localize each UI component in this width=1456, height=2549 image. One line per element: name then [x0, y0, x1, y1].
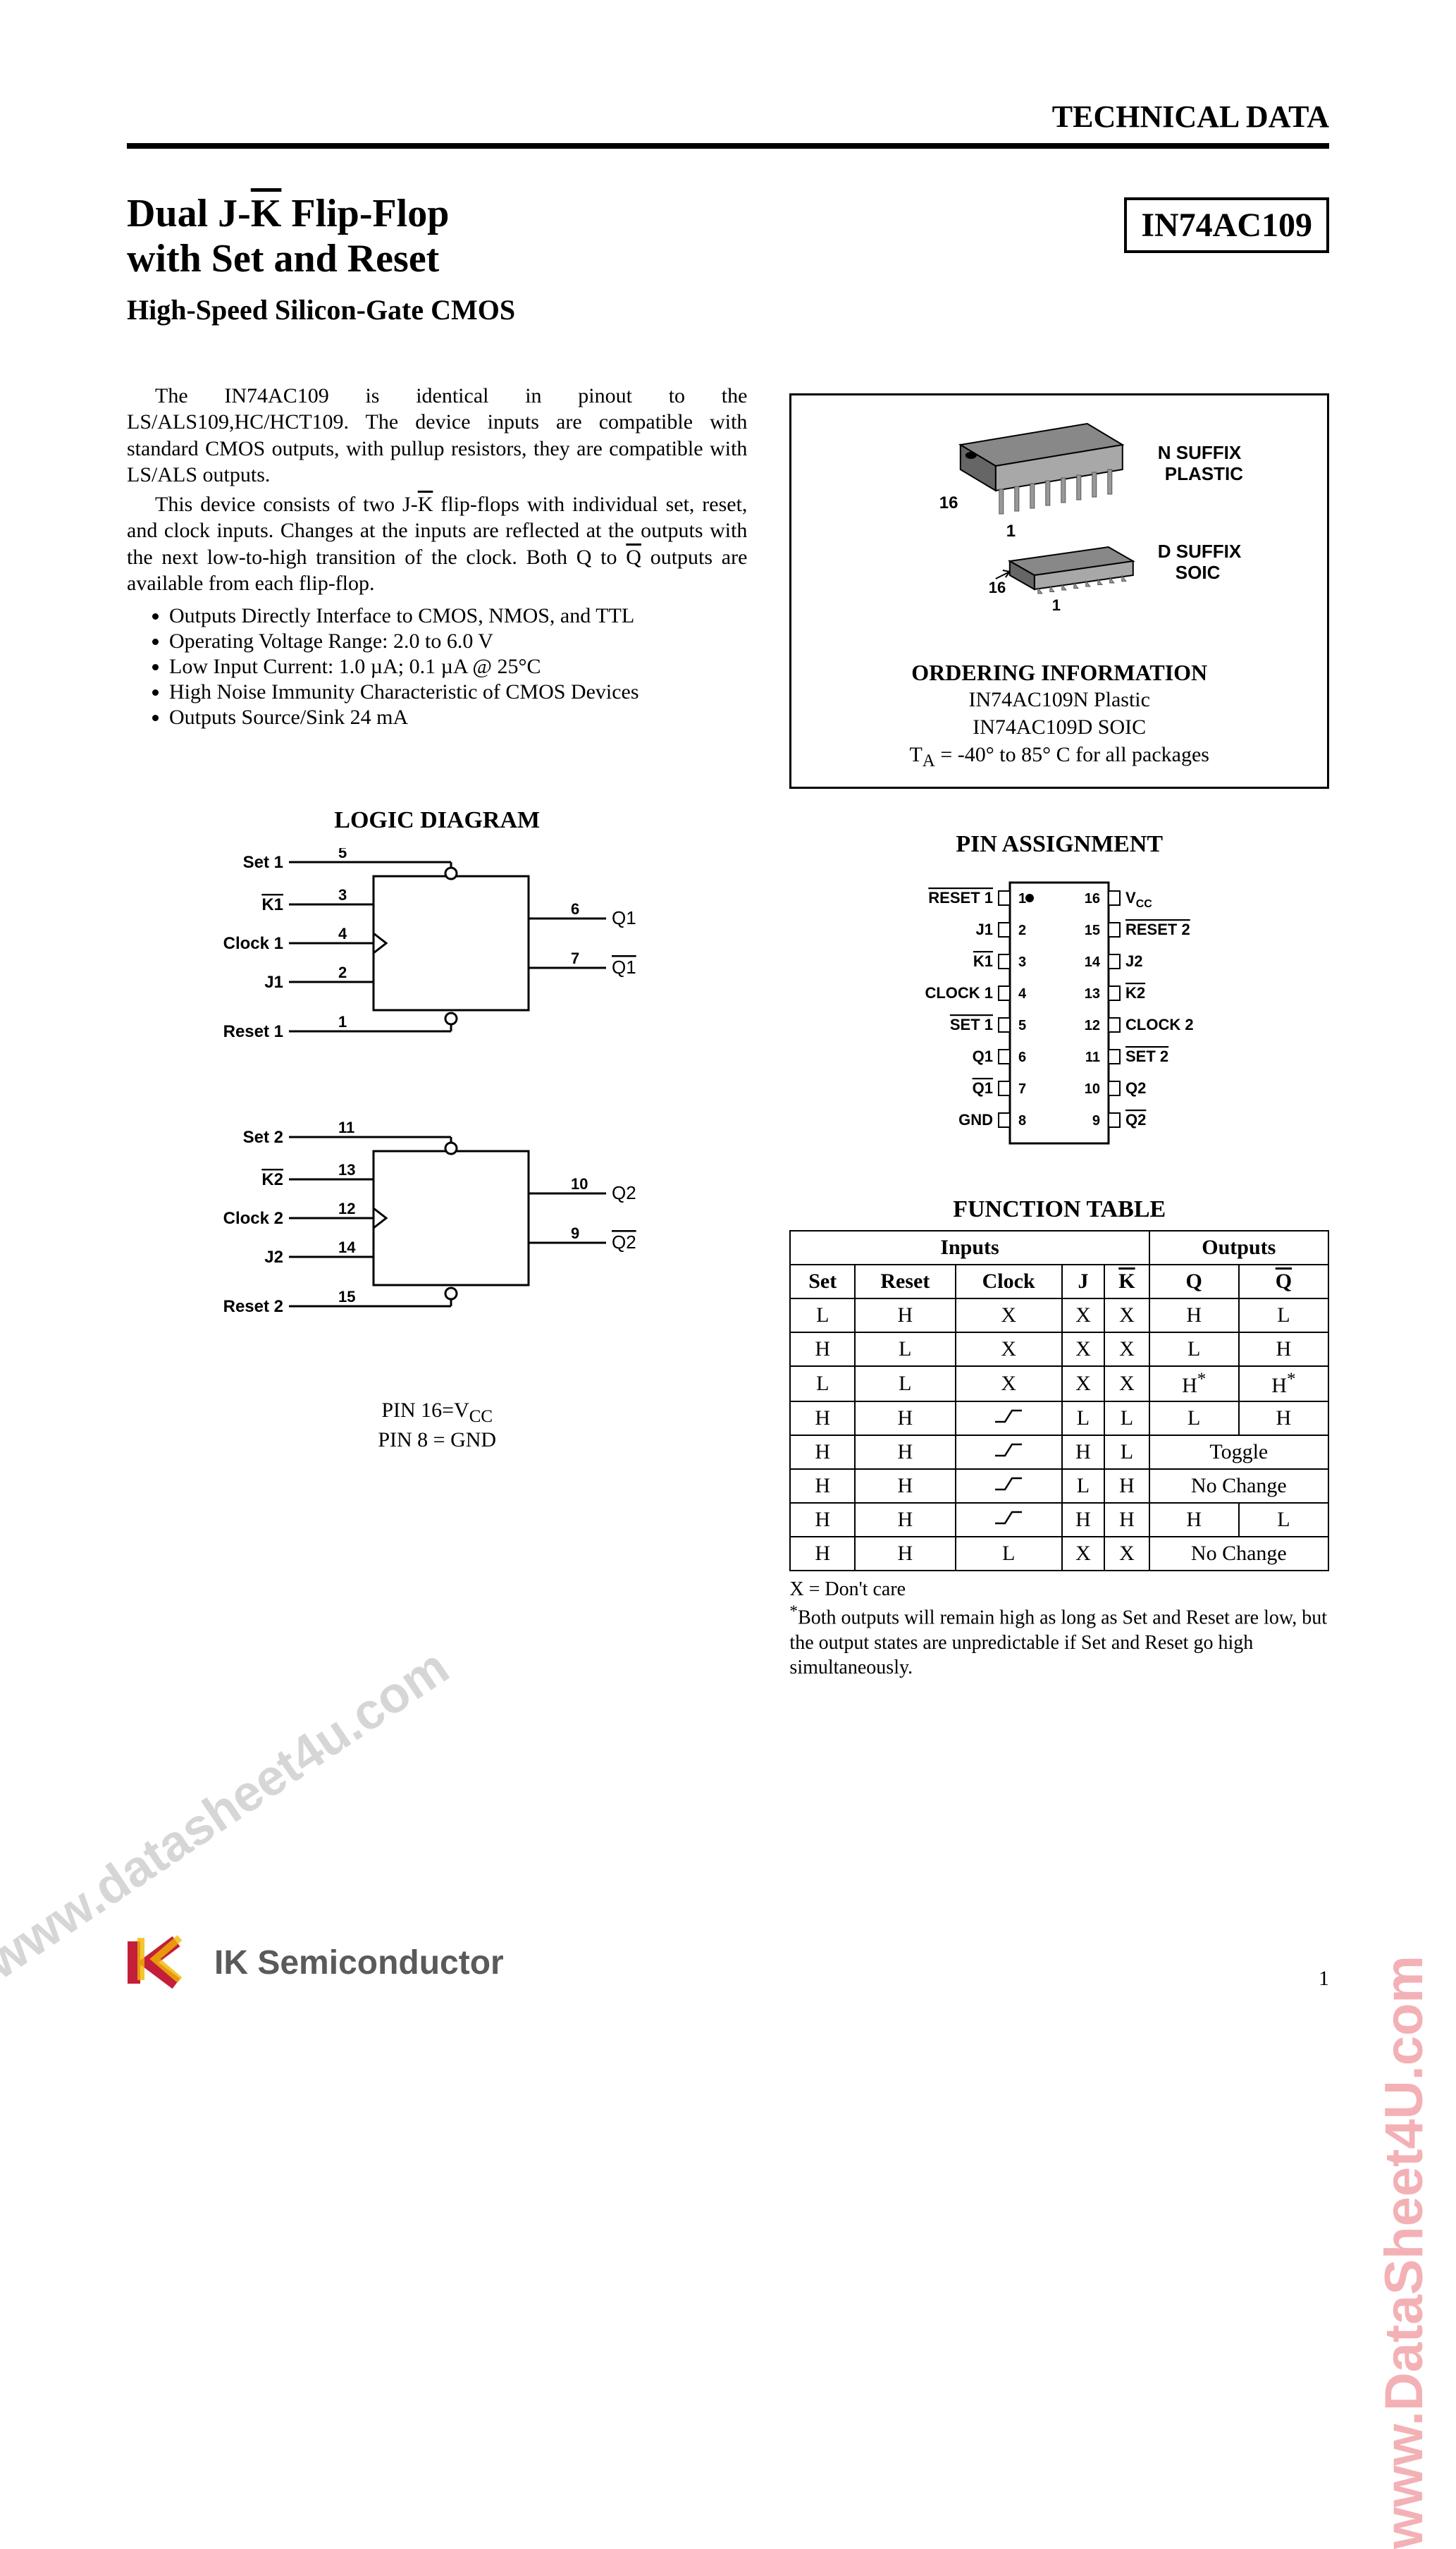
svg-text:5: 5	[1018, 1018, 1026, 1033]
svg-text:SET 2: SET 2	[1125, 1048, 1168, 1065]
svg-text:PLASTIC: PLASTIC	[1165, 463, 1243, 484]
svg-text:CLOCK 2: CLOCK 2	[1125, 1016, 1194, 1033]
page-footer: IK Semiconductor 1	[127, 1934, 1329, 1991]
svg-text:Q1: Q1	[973, 1079, 993, 1097]
header-title: TECHNICAL DATA	[127, 99, 1329, 135]
svg-text:Q2: Q2	[612, 1231, 636, 1253]
svg-text:1: 1	[1018, 891, 1026, 907]
feature-item: High Noise Immunity Characteristic of CM…	[169, 680, 747, 704]
svg-text:13: 13	[338, 1161, 355, 1179]
svg-text:Q2: Q2	[1125, 1079, 1146, 1097]
svg-text:3: 3	[1018, 954, 1026, 970]
svg-text:Q1: Q1	[612, 957, 636, 978]
feature-item: Operating Voltage Range: 2.0 to 6.0 V	[169, 629, 747, 653]
subtitle: High-Speed Silicon-Gate CMOS	[127, 293, 1329, 326]
svg-text:CLOCK 1: CLOCK 1	[925, 984, 994, 1002]
svg-text:14: 14	[338, 1239, 356, 1256]
svg-text:7: 7	[1018, 1081, 1026, 1097]
svg-text:15: 15	[338, 1288, 355, 1306]
svg-text:J1: J1	[976, 921, 993, 938]
logo-icon	[127, 1934, 204, 1991]
svg-text:2: 2	[1018, 923, 1026, 938]
pin-assignment-heading: PIN ASSIGNMENT	[789, 831, 1329, 858]
svg-text:12: 12	[1085, 1018, 1100, 1033]
page-number: 1	[1319, 1967, 1329, 1991]
svg-text:16: 16	[989, 579, 1006, 596]
feature-item: Outputs Directly Interface to CMOS, NMOS…	[169, 604, 747, 628]
svg-text:K2: K2	[1125, 984, 1145, 1002]
svg-text:J2: J2	[265, 1248, 284, 1267]
company-logo: IK Semiconductor	[127, 1934, 504, 1991]
svg-text:4: 4	[338, 925, 347, 942]
svg-text:Reset 2: Reset 2	[223, 1297, 283, 1316]
svg-text:11: 11	[1085, 1050, 1100, 1065]
svg-text:7: 7	[571, 950, 579, 967]
svg-text:Clock 2: Clock 2	[223, 1209, 283, 1228]
svg-text:10: 10	[1085, 1081, 1100, 1097]
company-name: IK Semiconductor	[214, 1943, 504, 1982]
pin-assignment-diagram: 1 RESET 1 2 J1 3 K1 4 CLOCK 1 5 SET 1 6 Q1 7 Q1 8 GND 16…	[876, 872, 1242, 1154]
svg-text:13: 13	[1085, 986, 1100, 1002]
svg-text:14: 14	[1085, 954, 1101, 970]
pin-power-note: PIN 16=VCC PIN 8 = GND	[127, 1398, 747, 1453]
package-box: 16 1 N SUFFIXPLASTIC 16 1 D SUFFIXSOIC ORDERI…	[789, 393, 1329, 790]
svg-text:6: 6	[1018, 1050, 1026, 1065]
svg-text:Clock 1: Clock 1	[223, 934, 283, 953]
svg-text:RESET 2: RESET 2	[1125, 921, 1190, 938]
svg-text:3: 3	[338, 886, 347, 904]
svg-text:GND: GND	[958, 1111, 993, 1129]
feature-item: Outputs Source/Sink 24 mA	[169, 706, 747, 730]
svg-text:1: 1	[338, 1013, 347, 1031]
svg-text:12: 12	[338, 1200, 355, 1217]
svg-text:11: 11	[338, 1119, 354, 1136]
svg-text:VCC: VCC	[1125, 889, 1152, 910]
svg-text:Q1: Q1	[973, 1048, 993, 1065]
function-table-notes: X = Don't care *Both outputs will remain…	[789, 1577, 1329, 1679]
svg-text:9: 9	[1092, 1113, 1100, 1129]
svg-text:Set 2: Set 2	[243, 1128, 283, 1147]
function-table: InputsOutputsSetResetClockJKQQLHXXXHLHLX…	[789, 1230, 1329, 1571]
svg-text:16: 16	[939, 493, 958, 512]
logic-diagram-heading: LOGIC DIAGRAM	[127, 807, 747, 834]
svg-text:1: 1	[1052, 596, 1061, 614]
svg-text:10: 10	[571, 1175, 588, 1193]
svg-text:8: 8	[1018, 1113, 1026, 1129]
svg-text:Set 1: Set 1	[243, 853, 283, 872]
svg-text:SOIC: SOIC	[1176, 562, 1221, 583]
svg-text:16: 16	[1085, 891, 1100, 907]
svg-text:N SUFFIX: N SUFFIX	[1158, 442, 1242, 463]
svg-text:Q2: Q2	[612, 1182, 636, 1203]
svg-text:J1: J1	[265, 973, 284, 992]
svg-text:K1: K1	[262, 895, 284, 914]
function-table-heading: FUNCTION TABLE	[789, 1196, 1329, 1223]
svg-text:15: 15	[1085, 923, 1100, 938]
logic-diagram: Set 1 5 Reset 1 1 K1 3 Clock 1 4 J1 2 Q1 6 Q1 7 Set 2 1…	[218, 848, 655, 1384]
svg-text:Q1: Q1	[612, 907, 636, 928]
svg-text:SET 1: SET 1	[950, 1016, 993, 1033]
svg-text:K2: K2	[262, 1170, 284, 1189]
svg-text:K1: K1	[973, 952, 993, 970]
feature-item: Low Input Current: 1.0 µA; 0.1 µA @ 25°C	[169, 655, 747, 679]
package-drawing: 16 1 N SUFFIXPLASTIC 16 1 D SUFFIXSOIC	[806, 410, 1313, 649]
svg-text:Q2: Q2	[1125, 1111, 1146, 1129]
part-number-box: IN74AC109	[1124, 197, 1329, 253]
svg-text:9: 9	[571, 1224, 579, 1242]
description: The IN74AC109 is identical in pinout to …	[127, 383, 747, 597]
svg-text:4: 4	[1018, 986, 1027, 1002]
ordering-head: ORDERING INFORMATION	[806, 660, 1313, 686]
features-list: Outputs Directly Interface to CMOS, NMOS…	[169, 604, 747, 730]
svg-text:RESET 1: RESET 1	[929, 889, 994, 907]
svg-text:6: 6	[571, 900, 579, 918]
ordering-lines: IN74AC109N Plastic IN74AC109D SOIC TA = …	[806, 686, 1313, 773]
svg-text:2: 2	[338, 964, 347, 981]
svg-text:1: 1	[1006, 522, 1016, 541]
header-rule	[127, 143, 1329, 149]
svg-text:D SUFFIX: D SUFFIX	[1158, 541, 1242, 562]
svg-text:J2: J2	[1125, 952, 1142, 970]
svg-text:5: 5	[338, 848, 347, 861]
svg-text:Reset 1: Reset 1	[223, 1022, 283, 1041]
